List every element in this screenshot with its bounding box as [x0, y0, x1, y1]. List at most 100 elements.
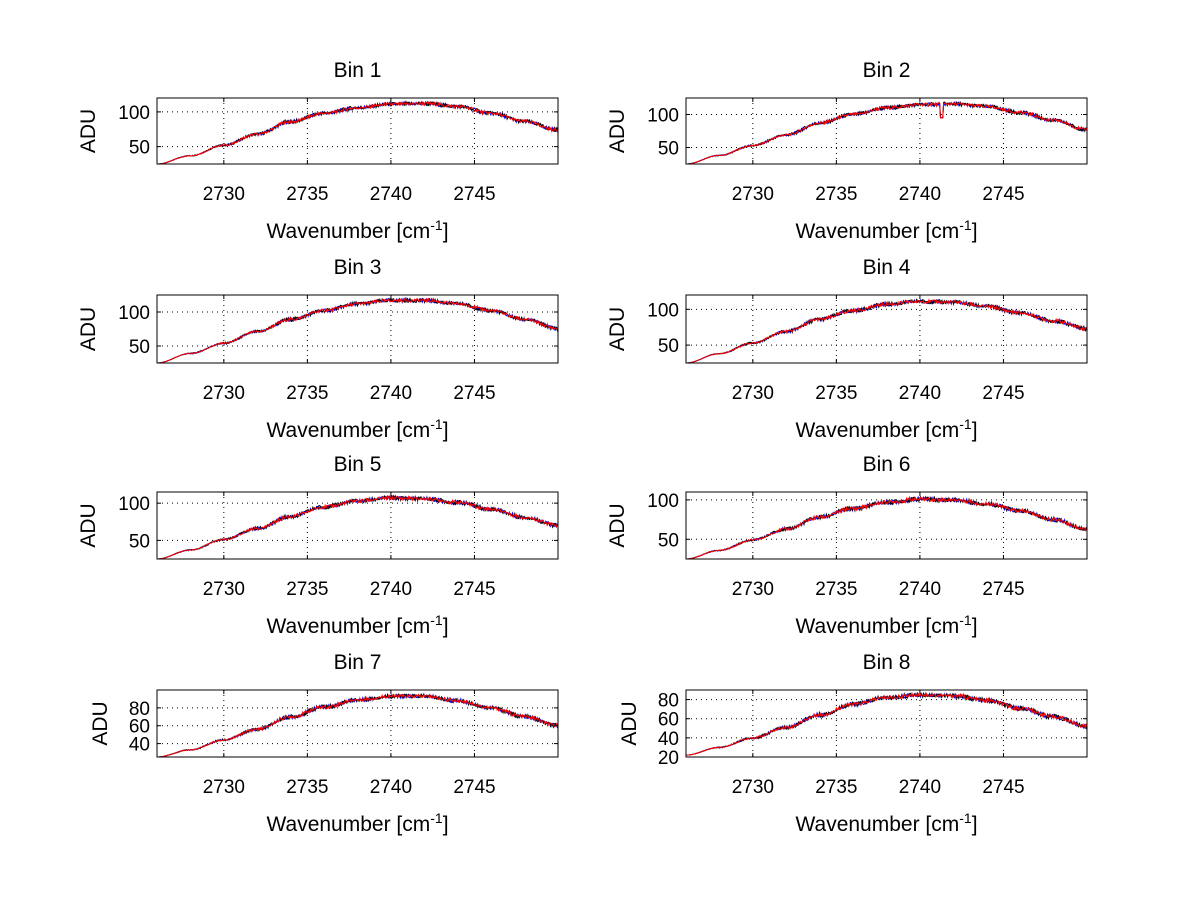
axes-frame [685, 491, 1088, 560]
series-line-black [156, 494, 559, 560]
series-line-black [685, 100, 1088, 165]
series-line-blue [156, 494, 559, 560]
y-tick-label: 50 [658, 530, 679, 551]
series-line-black [156, 100, 559, 165]
x-axis-label-end: ] [443, 813, 449, 836]
x-tick-label: 2735 [815, 184, 857, 205]
x-tick-label: 2735 [815, 579, 857, 600]
subplot-title: Bin 1 [334, 59, 382, 82]
x-axis-label-text: Wavenumber [cm [266, 419, 430, 442]
x-tick-label: 2745 [982, 184, 1024, 205]
series-line-black [685, 691, 1088, 756]
subplot-title: Bin 5 [334, 453, 382, 476]
x-tick-label: 2740 [370, 579, 412, 600]
y-axis-label: ADU [77, 307, 100, 351]
series-line-red [685, 298, 1088, 364]
x-axis-label-superscript: -1 [959, 810, 972, 826]
x-axis-label-superscript: -1 [430, 416, 443, 432]
subplot-6: Bin 6 2730 2735 2740 2745 50 100 Wavenumber [cm… [606, 453, 1088, 638]
x-tick-label: 2745 [453, 777, 495, 798]
x-axis-label-superscript: -1 [959, 612, 972, 628]
x-axis-label-end: ] [972, 813, 978, 836]
series-line-blue [685, 691, 1088, 756]
y-tick-label: 100 [118, 103, 150, 124]
series-line-red [156, 297, 559, 364]
y-tick-label: 60 [129, 717, 150, 738]
subplot-1: Bin 1 2730 2735 2740 2745 50 100 Wavenumber [cm… [77, 59, 559, 243]
subplot-title: Bin 7 [334, 651, 382, 674]
x-tick-label: 2735 [815, 383, 857, 404]
subplot-4: Bin 4 2730 2735 2740 2745 50 100 Wavenumber [cm… [606, 256, 1088, 442]
y-tick-label: 100 [118, 303, 150, 324]
y-tick-label: 60 [658, 710, 679, 731]
x-axis-label-end: ] [443, 419, 449, 442]
x-axis-label-superscript: -1 [430, 612, 443, 628]
x-tick-label: 2745 [453, 579, 495, 600]
x-tick-label: 2740 [370, 383, 412, 404]
y-tick-label: 100 [647, 491, 679, 512]
y-tick-label: 80 [658, 691, 679, 712]
y-tick-label: 50 [658, 336, 679, 357]
x-tick-label: 2735 [286, 579, 328, 600]
x-tick-label: 2745 [982, 383, 1024, 404]
subplot-title: Bin 2 [863, 59, 911, 82]
x-tick-label: 2730 [203, 383, 245, 404]
x-axis-label-superscript: -1 [430, 217, 443, 233]
series-line-black [685, 495, 1088, 560]
x-tick-label: 2730 [203, 184, 245, 205]
x-tick-label: 2740 [899, 184, 941, 205]
x-axis-label-end: ] [443, 615, 449, 638]
y-axis-label: ADU [77, 109, 100, 153]
y-tick-label: 40 [129, 735, 150, 756]
axes-frame [156, 689, 559, 758]
x-tick-label: 2740 [899, 383, 941, 404]
x-axis-label: Wavenumber [cm-1] [795, 810, 977, 836]
x-tick-label: 2730 [732, 383, 774, 404]
x-tick-label: 2745 [982, 579, 1024, 600]
x-axis-label-superscript: -1 [959, 416, 972, 432]
x-tick-label: 2730 [203, 579, 245, 600]
x-axis-label-end: ] [972, 419, 978, 442]
axes-frame [156, 491, 559, 560]
subplot-2: Bin 2 2730 2735 2740 2745 50 100 Wavenumber [cm… [606, 59, 1088, 243]
axes-frame [156, 97, 559, 165]
x-axis-label: Wavenumber [cm-1] [795, 612, 977, 638]
subplot-5: Bin 5 2730 2735 2740 2745 50 100 Wavenumber [cm… [77, 453, 559, 638]
y-tick-label: 40 [658, 729, 679, 750]
y-axis-label: ADU [618, 701, 641, 745]
x-axis-label-superscript: -1 [430, 810, 443, 826]
series-line-red [685, 101, 1088, 165]
x-tick-label: 2730 [732, 184, 774, 205]
y-tick-label: 20 [658, 748, 679, 769]
series-line-blue [685, 495, 1088, 560]
x-tick-label: 2740 [370, 777, 412, 798]
x-tick-label: 2735 [286, 383, 328, 404]
y-tick-label: 50 [129, 531, 150, 552]
subplot-3: Bin 3 2730 2735 2740 2745 50 100 Wavenumber [cm… [77, 256, 559, 442]
x-axis-label-text: Wavenumber [cm [795, 813, 959, 836]
y-tick-label: 100 [647, 300, 679, 321]
series-line-blue [156, 100, 559, 165]
x-tick-label: 2735 [286, 184, 328, 205]
x-tick-label: 2740 [899, 777, 941, 798]
x-tick-label: 2735 [815, 777, 857, 798]
subplot-title: Bin 4 [863, 256, 911, 279]
x-tick-label: 2730 [732, 579, 774, 600]
series-line-red [156, 494, 559, 560]
subplot-title: Bin 6 [863, 453, 911, 476]
x-axis-label: Wavenumber [cm-1] [266, 810, 448, 836]
subplot-title: Bin 3 [334, 256, 382, 279]
y-axis-label: ADU [89, 701, 112, 745]
x-tick-label: 2735 [286, 777, 328, 798]
x-axis-label-superscript: -1 [959, 217, 972, 233]
y-axis-label: ADU [606, 109, 629, 153]
y-axis-label: ADU [606, 307, 629, 351]
x-tick-label: 2740 [899, 579, 941, 600]
y-axis-label: ADU [77, 503, 100, 547]
x-axis-label: Wavenumber [cm-1] [266, 612, 448, 638]
y-tick-label: 80 [129, 699, 150, 720]
x-axis-label: Wavenumber [cm-1] [266, 416, 448, 442]
